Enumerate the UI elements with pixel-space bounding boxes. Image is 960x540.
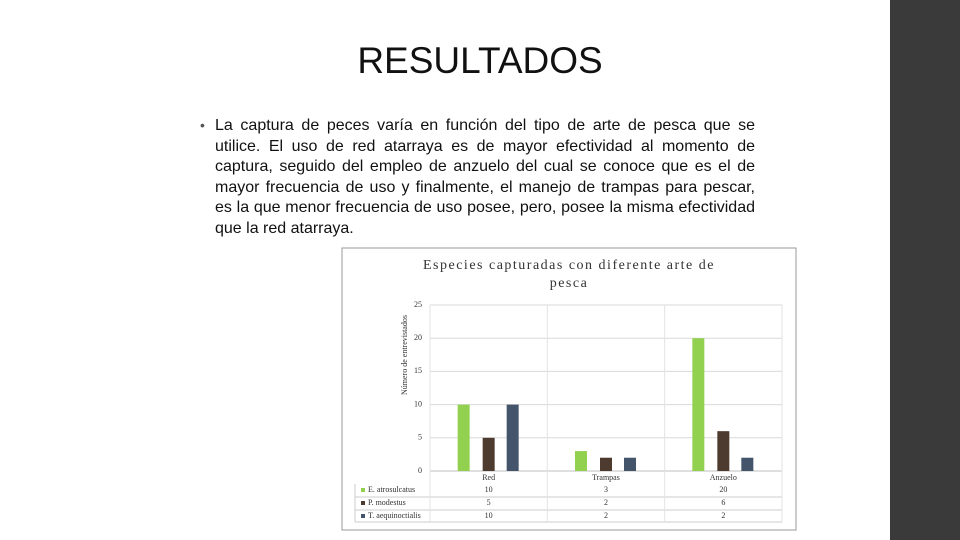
y-tick-label: 20	[414, 333, 422, 342]
table-value: 10	[485, 485, 493, 494]
legend-label: T. aequinoctialis	[368, 511, 421, 520]
y-tick-label: 5	[418, 433, 422, 442]
bullet-text: La captura de peces varía en función del…	[215, 117, 755, 237]
bar	[624, 457, 636, 471]
bar	[457, 404, 470, 471]
bar	[482, 437, 495, 471]
x-tick-label: Trampas	[592, 473, 620, 482]
bar	[741, 457, 754, 471]
y-tick-label: 10	[414, 399, 422, 408]
y-tick-label: 25	[414, 300, 422, 309]
table-value: 5	[487, 498, 491, 507]
legend-swatch	[361, 488, 365, 492]
legend-label: P. modestus	[368, 498, 406, 507]
bar	[717, 431, 730, 471]
bar	[506, 404, 519, 471]
bar	[575, 451, 587, 471]
table-value: 3	[604, 485, 608, 494]
y-axis-label: Número de entrevistados	[400, 315, 409, 395]
x-tick-label: Red	[482, 473, 495, 482]
slide-title: RESULTADOS	[357, 40, 603, 81]
x-tick-label: Anzuelo	[710, 473, 737, 482]
bullet-dot: •	[200, 117, 205, 133]
table-value: 2	[721, 511, 725, 520]
table-value: 2	[604, 511, 608, 520]
legend-swatch	[361, 501, 365, 505]
chart-title-1: Especies capturadas con diferente arte d…	[423, 258, 715, 291]
y-tick-label: 0	[418, 466, 422, 475]
table-value: 20	[719, 485, 727, 494]
side-bar	[890, 0, 960, 540]
bar	[600, 457, 612, 471]
bar	[692, 338, 705, 471]
chart-frame	[341, 247, 797, 531]
table-value: 2	[604, 498, 608, 507]
legend-swatch	[361, 514, 365, 518]
y-tick-label: 15	[414, 366, 422, 375]
table-value: 10	[485, 511, 493, 520]
table-value: 6	[721, 498, 725, 507]
legend-label: E. atrosulcatus	[368, 485, 415, 494]
